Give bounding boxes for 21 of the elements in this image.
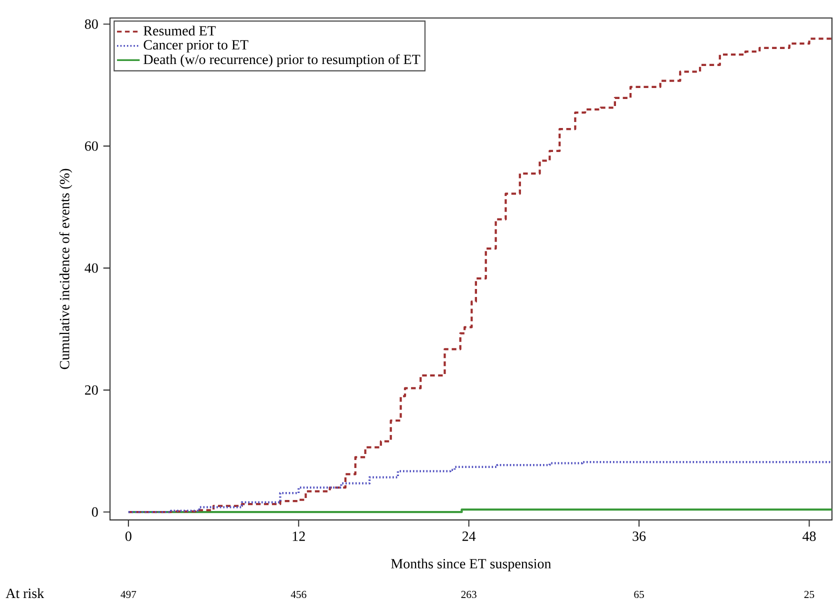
y-tick-label: 20 bbox=[85, 385, 98, 395]
legend-label: Cancer prior to ET bbox=[144, 40, 248, 52]
x-tick-label: 12 bbox=[292, 532, 305, 541]
x-tick-label: 36 bbox=[632, 532, 646, 541]
text: 65 bbox=[634, 590, 644, 598]
y-tick-label: 80 bbox=[84, 19, 98, 29]
text: At risk bbox=[6, 588, 44, 598]
legend-label: Resumed ET bbox=[144, 26, 216, 36]
x-tick-label: 0 bbox=[125, 532, 132, 542]
text: 263 bbox=[461, 590, 476, 598]
y-axis-title: Cumulative incidence of events (%) bbox=[59, 168, 72, 370]
y-tick-label: 40 bbox=[84, 263, 98, 273]
y-tick-label: 60 bbox=[85, 141, 98, 151]
text: 25 bbox=[804, 590, 814, 598]
x-tick-label: 48 bbox=[802, 532, 816, 542]
x-tick-label: 24 bbox=[462, 532, 476, 541]
legend-label: Death (w/o recurrence) prior to resumption of ET bbox=[144, 54, 420, 68]
text: 456 bbox=[290, 590, 306, 598]
y-tick-label: 0 bbox=[92, 507, 98, 517]
x-axis-title: Months since ET suspension bbox=[391, 558, 552, 572]
text: 497 bbox=[120, 590, 136, 598]
